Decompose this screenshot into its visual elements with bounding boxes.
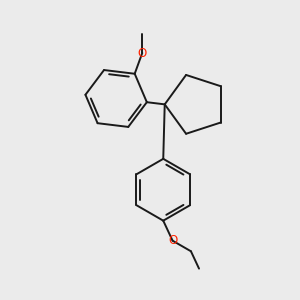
Text: O: O [138,46,147,59]
Text: O: O [168,234,177,247]
